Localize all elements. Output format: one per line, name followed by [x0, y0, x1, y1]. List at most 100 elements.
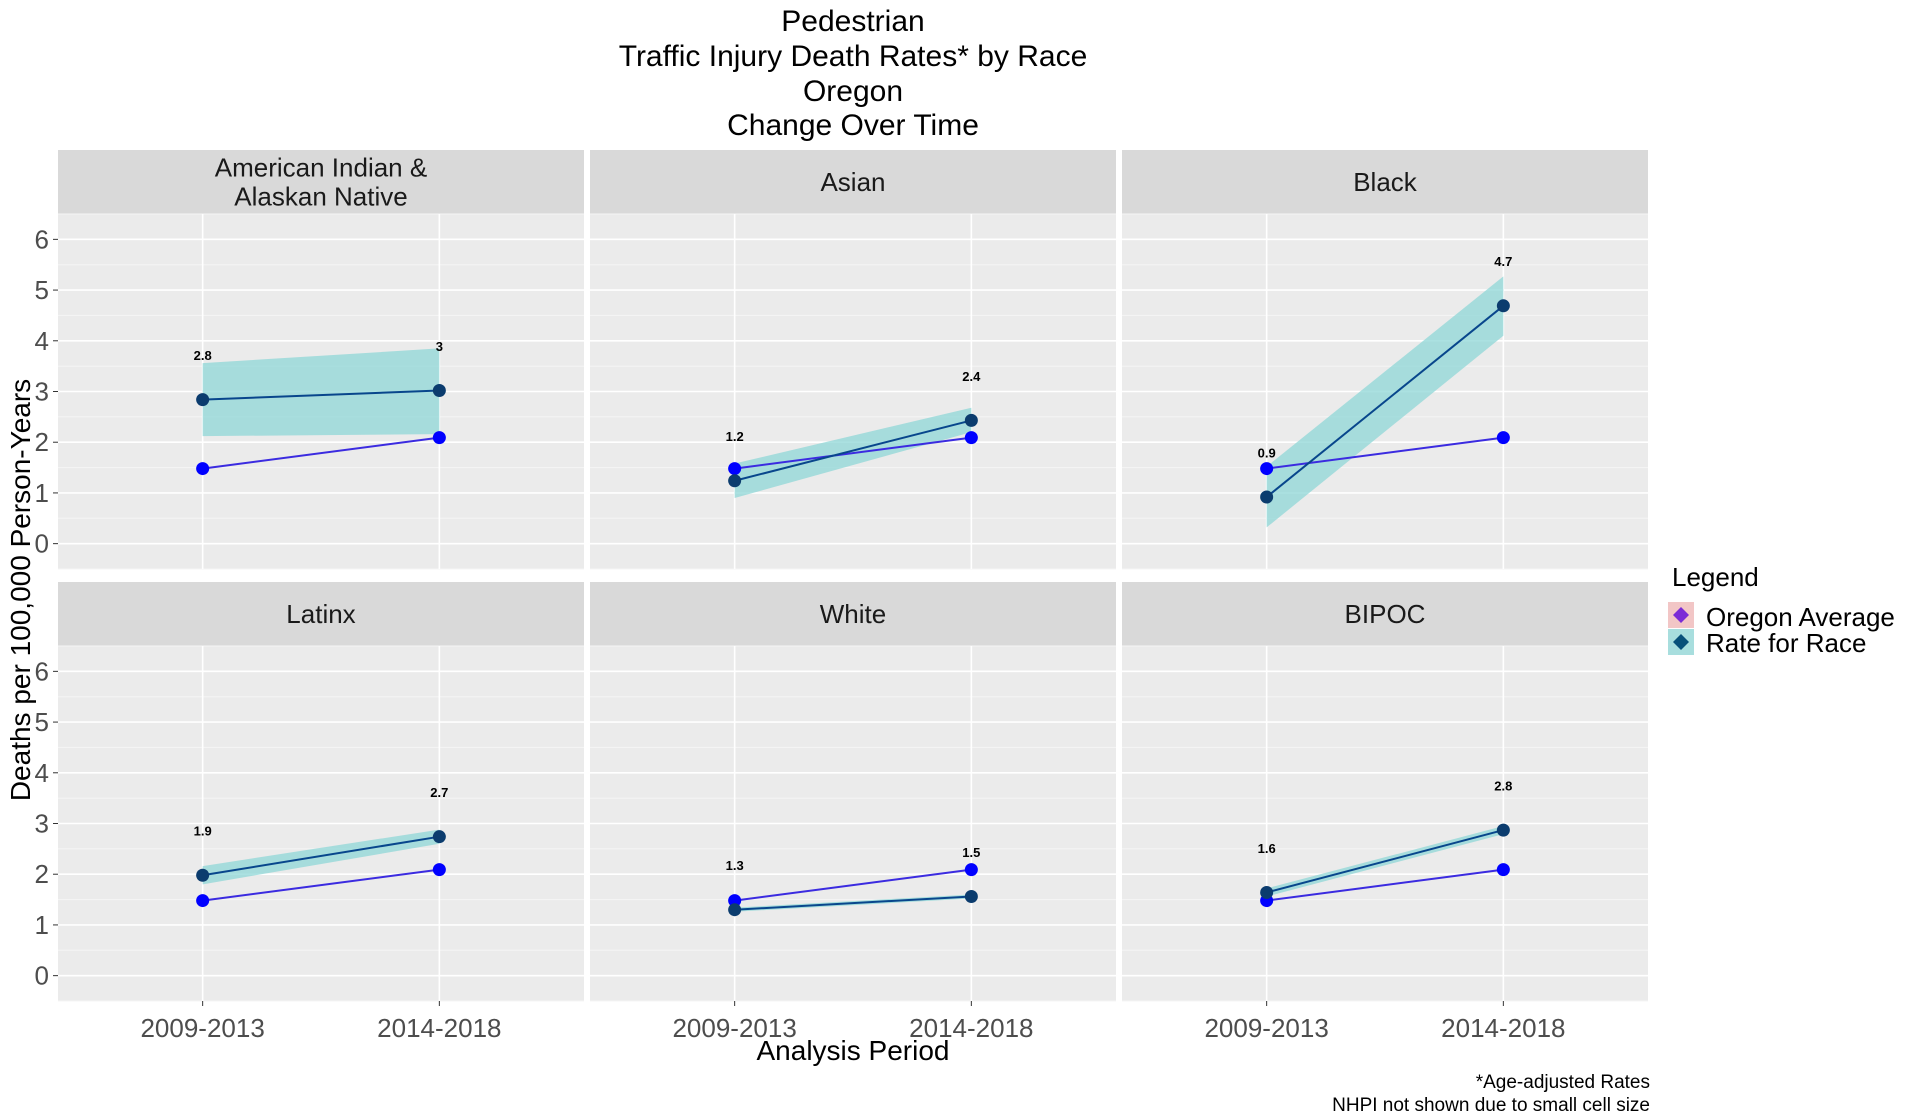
- y-tick-label: 4: [35, 326, 49, 356]
- data-label: 2.8: [194, 348, 212, 363]
- rate-point: [1260, 885, 1274, 899]
- rate-line: [202, 835, 440, 877]
- facet-panels: American Indian &Alaskan Native 2.8 3 0 1 2 3 4…: [35, 150, 1648, 1043]
- rate-line: [202, 389, 440, 401]
- panel-strip: [1122, 150, 1648, 214]
- panel-strip: [58, 582, 584, 646]
- x-tick-label: 2014-2018: [377, 1013, 501, 1043]
- rate-point: [964, 413, 978, 427]
- data-label: 1.2: [726, 429, 744, 444]
- rate-point: [196, 393, 210, 407]
- data-label: 2.4: [962, 369, 981, 384]
- data-label: 1.6: [1258, 841, 1276, 856]
- oregon-average-line: [734, 868, 972, 902]
- oregon-average-point: [728, 462, 742, 476]
- legend: Legend Oregon Average Rate for Race: [1668, 562, 1895, 658]
- rate-point: [1496, 823, 1510, 837]
- rate-point: [964, 890, 978, 904]
- panel-title: Latinx: [286, 599, 355, 629]
- panel-1: Asian 1.2 2.4: [590, 150, 1116, 570]
- y-tick-label: 3: [35, 377, 49, 407]
- panel-title: American Indian &: [215, 153, 427, 183]
- oregon-average-point: [1496, 863, 1510, 877]
- data-label: 2.8: [1494, 779, 1512, 794]
- oregon-average-point: [196, 462, 210, 476]
- x-axis-title: Analysis Period: [757, 1035, 950, 1066]
- data-label: 1.9: [194, 824, 212, 839]
- y-tick-label: 2: [35, 427, 49, 457]
- rate-line: [1266, 829, 1504, 894]
- y-tick-label: 3: [35, 809, 49, 839]
- oregon-average-point: [964, 431, 978, 445]
- chart-title: Pedestrian Traffic Injury Death Rates* b…: [619, 5, 1088, 142]
- oregon-average-line: [1266, 868, 1504, 902]
- rate-point: [1260, 490, 1274, 504]
- y-tick-label: 5: [35, 275, 49, 305]
- x-tick-label: 2014-2018: [909, 1013, 1033, 1043]
- axes: Analysis Period Deaths per 100,000 Perso…: [5, 379, 949, 1066]
- caption-line-2: NHPI not shown due to small cell size: [1332, 1095, 1650, 1116]
- data-label: 4.7: [1494, 254, 1512, 269]
- y-tick-label: 1: [35, 478, 49, 508]
- panel-strip: [590, 150, 1116, 214]
- data-label: 0.9: [1258, 445, 1276, 460]
- data-label: 2.7: [430, 785, 448, 800]
- rate-line: [734, 419, 972, 482]
- rate-point: [432, 830, 446, 844]
- title-line-2: Traffic Injury Death Rates* by Race: [619, 40, 1088, 73]
- panel-strip: [58, 150, 584, 214]
- legend-title: Legend: [1672, 562, 1759, 592]
- panel-4: White 1.3 1.5 2009-2013 2014-2018: [590, 582, 1116, 1043]
- x-tick-label: 2009-2013: [140, 1013, 264, 1043]
- oregon-average-point: [964, 863, 978, 877]
- oregon-average-line: [734, 436, 972, 470]
- x-tick-label: 2014-2018: [1441, 1013, 1565, 1043]
- rate-line: [1266, 305, 1504, 498]
- oregon-average-point: [1496, 431, 1510, 445]
- panel-title: BIPOC: [1345, 599, 1426, 629]
- confidence-ribbon: [202, 829, 440, 885]
- y-tick-label: 5: [35, 707, 49, 737]
- oregon-average-line: [202, 436, 440, 470]
- rate-line: [734, 895, 972, 911]
- data-label: 1.5: [962, 845, 980, 860]
- rate-point: [1496, 299, 1510, 313]
- caption-line-1: *Age-adjusted Rates: [1476, 1072, 1650, 1093]
- panel-strip: [1122, 582, 1648, 646]
- oregon-average-line: [202, 868, 440, 902]
- panel-3: Latinx 1.9 2.7 0 1 2 3 4 5 6 2009-2013 2014-2018: [35, 582, 584, 1043]
- oregon-average-point: [432, 431, 446, 445]
- panel-5: BIPOC 1.6 2.8 2009-2013 2014-2018: [1122, 582, 1648, 1043]
- panel-strip: [590, 582, 1116, 646]
- oregon-average-point: [1260, 462, 1274, 476]
- panel-title: Black: [1353, 167, 1418, 197]
- rate-point: [728, 903, 742, 917]
- data-label: 3: [436, 339, 443, 354]
- y-tick-label: 0: [35, 529, 49, 559]
- confidence-ribbon: [202, 348, 440, 437]
- rate-point: [432, 383, 446, 397]
- panel-title: Asian: [820, 167, 885, 197]
- oregon-average-line: [1266, 436, 1504, 470]
- x-tick-label: 2009-2013: [1204, 1013, 1328, 1043]
- panel-0: American Indian &Alaskan Native 2.8 3 0 1 2 3 4…: [35, 150, 584, 570]
- title-line-1: Pedestrian: [781, 5, 924, 38]
- rate-point: [728, 474, 742, 488]
- legend-marker-oregon-average: [1673, 607, 1689, 623]
- y-axis-title: Deaths per 100,000 Person-Years: [5, 379, 36, 801]
- title-line-4: Change Over Time: [727, 109, 979, 142]
- y-tick-label: 1: [35, 910, 49, 940]
- legend-label-rate-for-race: Rate for Race: [1706, 628, 1866, 658]
- y-tick-label: 6: [35, 224, 49, 254]
- y-tick-label: 4: [35, 758, 49, 788]
- y-tick-label: 6: [35, 656, 49, 686]
- caption: *Age-adjusted Rates NHPI not shown due t…: [1332, 1072, 1650, 1116]
- panel-2: Black 0.9 4.7: [1122, 150, 1648, 570]
- panel-title: White: [820, 599, 886, 629]
- legend-marker-rate-for-race: [1673, 634, 1689, 650]
- x-tick-label: 2009-2013: [672, 1013, 796, 1043]
- title-line-3: Oregon: [803, 75, 903, 108]
- panel-title: Alaskan Native: [234, 182, 407, 212]
- oregon-average-point: [196, 894, 210, 908]
